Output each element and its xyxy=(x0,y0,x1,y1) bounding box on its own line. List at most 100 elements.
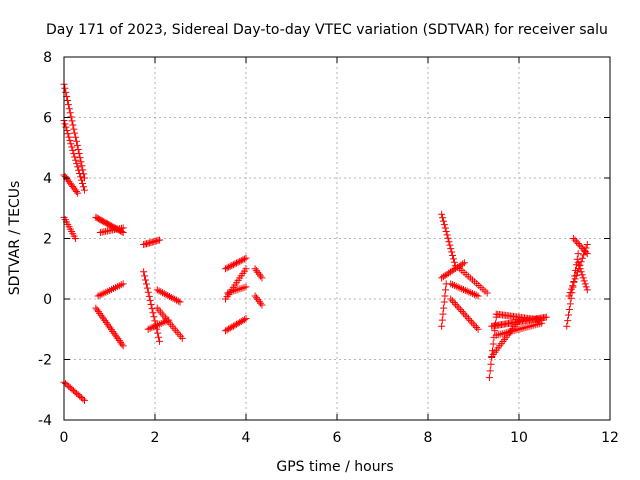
data-point xyxy=(565,292,573,300)
data-point xyxy=(105,322,113,330)
data-point xyxy=(465,288,473,296)
data-point xyxy=(102,318,110,326)
data-point xyxy=(255,297,263,305)
axis-ticks xyxy=(63,56,611,421)
data-point xyxy=(233,259,241,267)
x-tick-label: 6 xyxy=(333,430,342,446)
data-point xyxy=(575,262,583,270)
data-point xyxy=(444,234,452,242)
data-point xyxy=(580,277,588,285)
data-point xyxy=(448,248,456,256)
data-point xyxy=(242,265,250,273)
x-axis-label: GPS time / hours xyxy=(276,459,393,475)
data-point xyxy=(573,255,581,263)
data-point xyxy=(442,227,450,235)
data-point xyxy=(582,248,590,256)
data-point xyxy=(450,281,458,289)
data-point xyxy=(239,256,247,264)
data-point xyxy=(66,136,74,144)
y-tick-label: -2 xyxy=(38,353,52,369)
data-point xyxy=(460,259,468,267)
data-point xyxy=(77,173,85,181)
data-point xyxy=(77,158,85,166)
data-point xyxy=(251,292,259,300)
data-point xyxy=(483,289,491,297)
data-point xyxy=(470,290,478,298)
data-point xyxy=(110,329,118,337)
data-point xyxy=(119,280,127,288)
data-point xyxy=(61,84,69,92)
grid xyxy=(64,57,610,420)
data-point xyxy=(467,289,475,297)
data-point xyxy=(486,367,494,375)
data-point xyxy=(472,291,480,299)
data-point xyxy=(441,292,449,300)
data-point xyxy=(447,295,455,303)
data-point xyxy=(80,183,87,191)
x-tick-label: 8 xyxy=(424,430,433,446)
data-point xyxy=(242,254,250,262)
data-point xyxy=(574,240,582,248)
data-point xyxy=(469,290,477,298)
data-point xyxy=(489,340,497,348)
data-point xyxy=(148,305,156,313)
data-point xyxy=(576,241,584,249)
data-point xyxy=(441,224,449,232)
data-point xyxy=(570,278,578,286)
data-point xyxy=(452,300,460,308)
x-tick-labels: 0 2 4 6 8 10 12 xyxy=(60,430,619,446)
data-point xyxy=(583,241,591,249)
data-point xyxy=(447,245,455,253)
data-point xyxy=(252,267,260,275)
data-point xyxy=(573,238,581,246)
data-point xyxy=(567,285,575,293)
data-point xyxy=(228,261,236,269)
data-point xyxy=(583,250,591,258)
data-point xyxy=(174,297,182,305)
data-point xyxy=(449,281,457,289)
data-point xyxy=(463,287,471,295)
x-tick-label: 12 xyxy=(601,430,619,446)
data-point xyxy=(240,255,248,263)
data-point xyxy=(458,285,466,293)
data-point xyxy=(71,235,79,242)
data-point xyxy=(577,268,585,276)
data-point xyxy=(109,327,117,335)
data-point xyxy=(73,141,81,149)
data-point xyxy=(106,324,114,332)
data-point xyxy=(70,125,78,133)
data-point xyxy=(140,268,148,276)
data-points xyxy=(60,80,591,404)
data-point xyxy=(111,331,119,339)
data-point xyxy=(461,286,469,294)
data-point xyxy=(65,133,73,141)
data-point xyxy=(72,137,80,145)
data-point xyxy=(73,160,81,168)
data-point xyxy=(104,320,112,328)
data-point xyxy=(74,189,82,197)
y-tick-label: 6 xyxy=(43,111,52,127)
data-point xyxy=(439,310,447,318)
data-point xyxy=(231,260,239,268)
data-point xyxy=(178,334,186,342)
data-point xyxy=(563,322,571,330)
y-tick-label: 2 xyxy=(43,232,52,248)
data-point xyxy=(445,238,453,246)
data-point xyxy=(154,329,162,337)
data-point xyxy=(454,283,462,291)
data-point xyxy=(98,313,106,321)
data-point xyxy=(460,309,468,317)
data-point xyxy=(149,309,157,317)
data-point xyxy=(459,260,467,268)
data-point xyxy=(107,326,115,334)
data-point xyxy=(142,280,150,288)
data-point xyxy=(156,337,164,345)
data-point xyxy=(78,176,86,184)
data-point xyxy=(450,299,458,307)
data-point xyxy=(68,143,76,151)
data-point xyxy=(538,319,546,327)
data-point xyxy=(65,105,73,113)
data-point xyxy=(96,309,104,317)
data-point xyxy=(176,298,184,306)
